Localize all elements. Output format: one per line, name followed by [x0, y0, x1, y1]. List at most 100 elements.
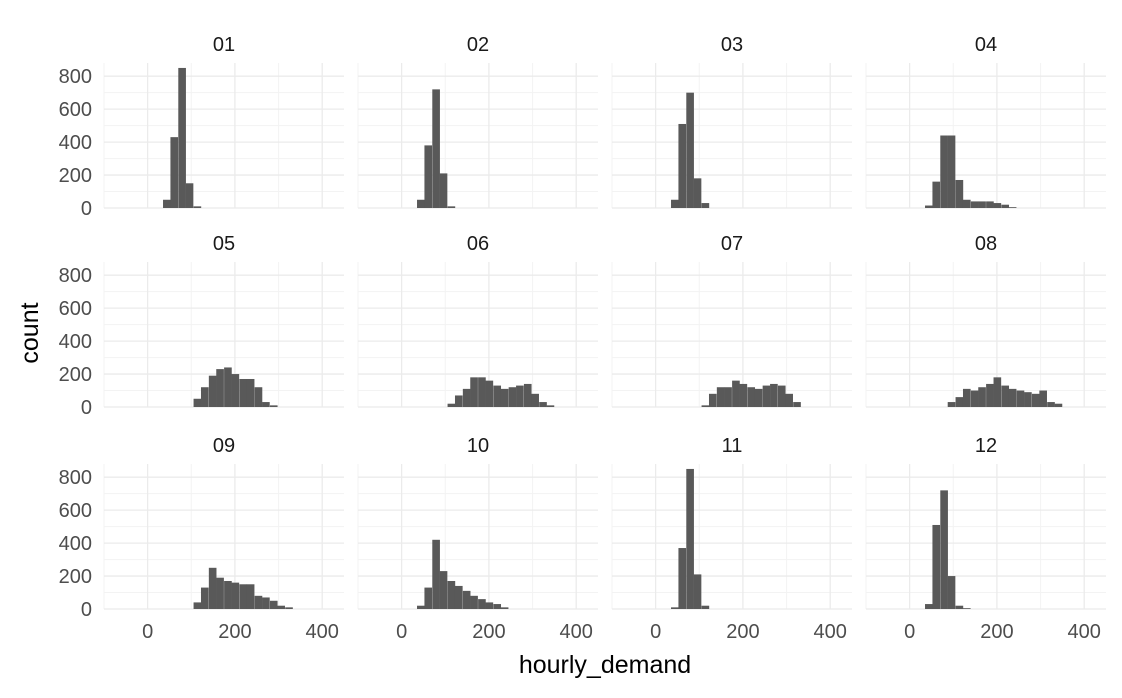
facet-panel-10: 10 0 200 400	[357, 435, 598, 643]
histogram-bar	[470, 377, 478, 407]
histogram-bar	[671, 199, 679, 208]
histogram-bar	[208, 375, 217, 407]
histogram-bar	[185, 183, 194, 208]
histogram-bar	[770, 383, 778, 407]
histogram-bar	[986, 201, 994, 208]
y-tick-label: 400	[59, 331, 92, 353]
histogram-bar	[485, 602, 494, 609]
x-tick-label: 200	[726, 621, 759, 643]
facet-panel-05: 05 0 200 400 600 800	[59, 233, 344, 419]
histogram-bar	[269, 405, 278, 407]
histogram-bar	[231, 582, 240, 609]
histogram-bar	[208, 567, 217, 609]
histogram-bar	[701, 405, 710, 407]
histogram-bar	[947, 576, 956, 609]
facet-panel-04: 04	[865, 34, 1106, 209]
histogram-bar	[1008, 207, 1017, 208]
histogram-bar	[424, 145, 433, 208]
histogram-bar	[500, 388, 509, 407]
y-tick-label: 800	[59, 66, 92, 88]
x-tick-label: 200	[218, 621, 251, 643]
histogram-bar	[986, 383, 994, 407]
histogram-bar	[970, 201, 979, 208]
facet-strip-label: 04	[975, 34, 997, 56]
histogram-bar	[493, 385, 502, 407]
histogram-bar	[447, 580, 456, 609]
y-tick-label: 800	[59, 467, 92, 489]
facet-strip-label: 06	[467, 233, 489, 255]
histogram-bar	[178, 67, 186, 209]
histogram-bar	[1054, 403, 1063, 407]
histogram-bar	[947, 135, 956, 208]
histogram-bar	[163, 199, 171, 208]
x-tick-label: 200	[980, 621, 1013, 643]
histogram-bar	[224, 367, 232, 407]
facet-strip-label: 10	[467, 435, 489, 457]
histogram-bar	[447, 206, 456, 208]
x-tick-label: 0	[396, 621, 407, 643]
facet-panel-02: 02	[357, 34, 598, 209]
histogram-bar	[170, 137, 179, 208]
facet-strip-label: 02	[467, 34, 489, 56]
histogram-bar	[1001, 204, 1010, 208]
histogram-bar	[531, 393, 539, 407]
histogram-bar	[200, 387, 209, 407]
histogram-bar	[993, 203, 1002, 208]
histogram-bar	[925, 604, 933, 609]
histogram-bar	[925, 205, 933, 208]
y-tick-label: 200	[59, 165, 92, 187]
histogram-bar	[970, 390, 979, 407]
histogram-bar	[439, 571, 448, 609]
histogram-bar	[739, 383, 748, 407]
histogram-bar	[216, 369, 224, 407]
y-tick-label: 600	[59, 500, 92, 522]
histogram-bar	[216, 577, 224, 609]
histogram-bar	[940, 490, 948, 609]
x-tick-label: 0	[142, 621, 153, 643]
histogram-bar	[254, 595, 263, 609]
histogram-bar	[523, 383, 532, 407]
y-tick-label: 800	[59, 265, 92, 287]
histogram-bar	[1047, 402, 1055, 407]
histogram-bar	[754, 388, 763, 407]
histogram-bar	[693, 178, 702, 208]
histogram-bar	[478, 599, 486, 609]
histogram-bar	[678, 123, 687, 208]
facet-panel-01: 01 0 200 400 600 800	[59, 34, 344, 220]
histogram-bar	[508, 387, 517, 407]
histogram-bar	[962, 199, 971, 208]
facet-panel-08: 08	[865, 233, 1106, 408]
histogram-bar	[686, 92, 694, 208]
facet-strip-label: 05	[213, 233, 235, 255]
x-tick-label: 0	[904, 621, 915, 643]
histogram-bar	[424, 587, 433, 609]
histogram-bar	[462, 590, 471, 609]
histogram-bar	[539, 402, 547, 407]
y-tick-label: 600	[59, 298, 92, 320]
histogram-bar	[1031, 393, 1040, 407]
histogram-bar	[432, 89, 440, 208]
histogram-bar	[947, 402, 956, 407]
facet-panel-03: 03	[611, 34, 852, 209]
histogram-bar	[262, 402, 270, 407]
histogram-bar	[277, 605, 285, 609]
histogram-bar	[478, 377, 486, 407]
histogram-bar	[246, 378, 255, 407]
histogram-bar	[246, 584, 255, 609]
histogram-bar	[262, 597, 270, 609]
histogram-bar	[693, 574, 702, 609]
histogram-bar	[777, 385, 786, 407]
y-tick-label: 400	[59, 533, 92, 555]
histogram-bar	[1016, 390, 1025, 407]
facet-strip-label: 01	[213, 34, 235, 56]
facet-panel-07: 07	[611, 233, 852, 408]
x-tick-label: 0	[650, 621, 661, 643]
x-tick-label: 400	[813, 621, 846, 643]
histogram-bar	[239, 584, 248, 609]
histogram-bar	[962, 388, 971, 407]
histogram-bar	[285, 607, 293, 609]
histogram-bar	[193, 206, 202, 208]
histogram-bar	[493, 604, 502, 609]
